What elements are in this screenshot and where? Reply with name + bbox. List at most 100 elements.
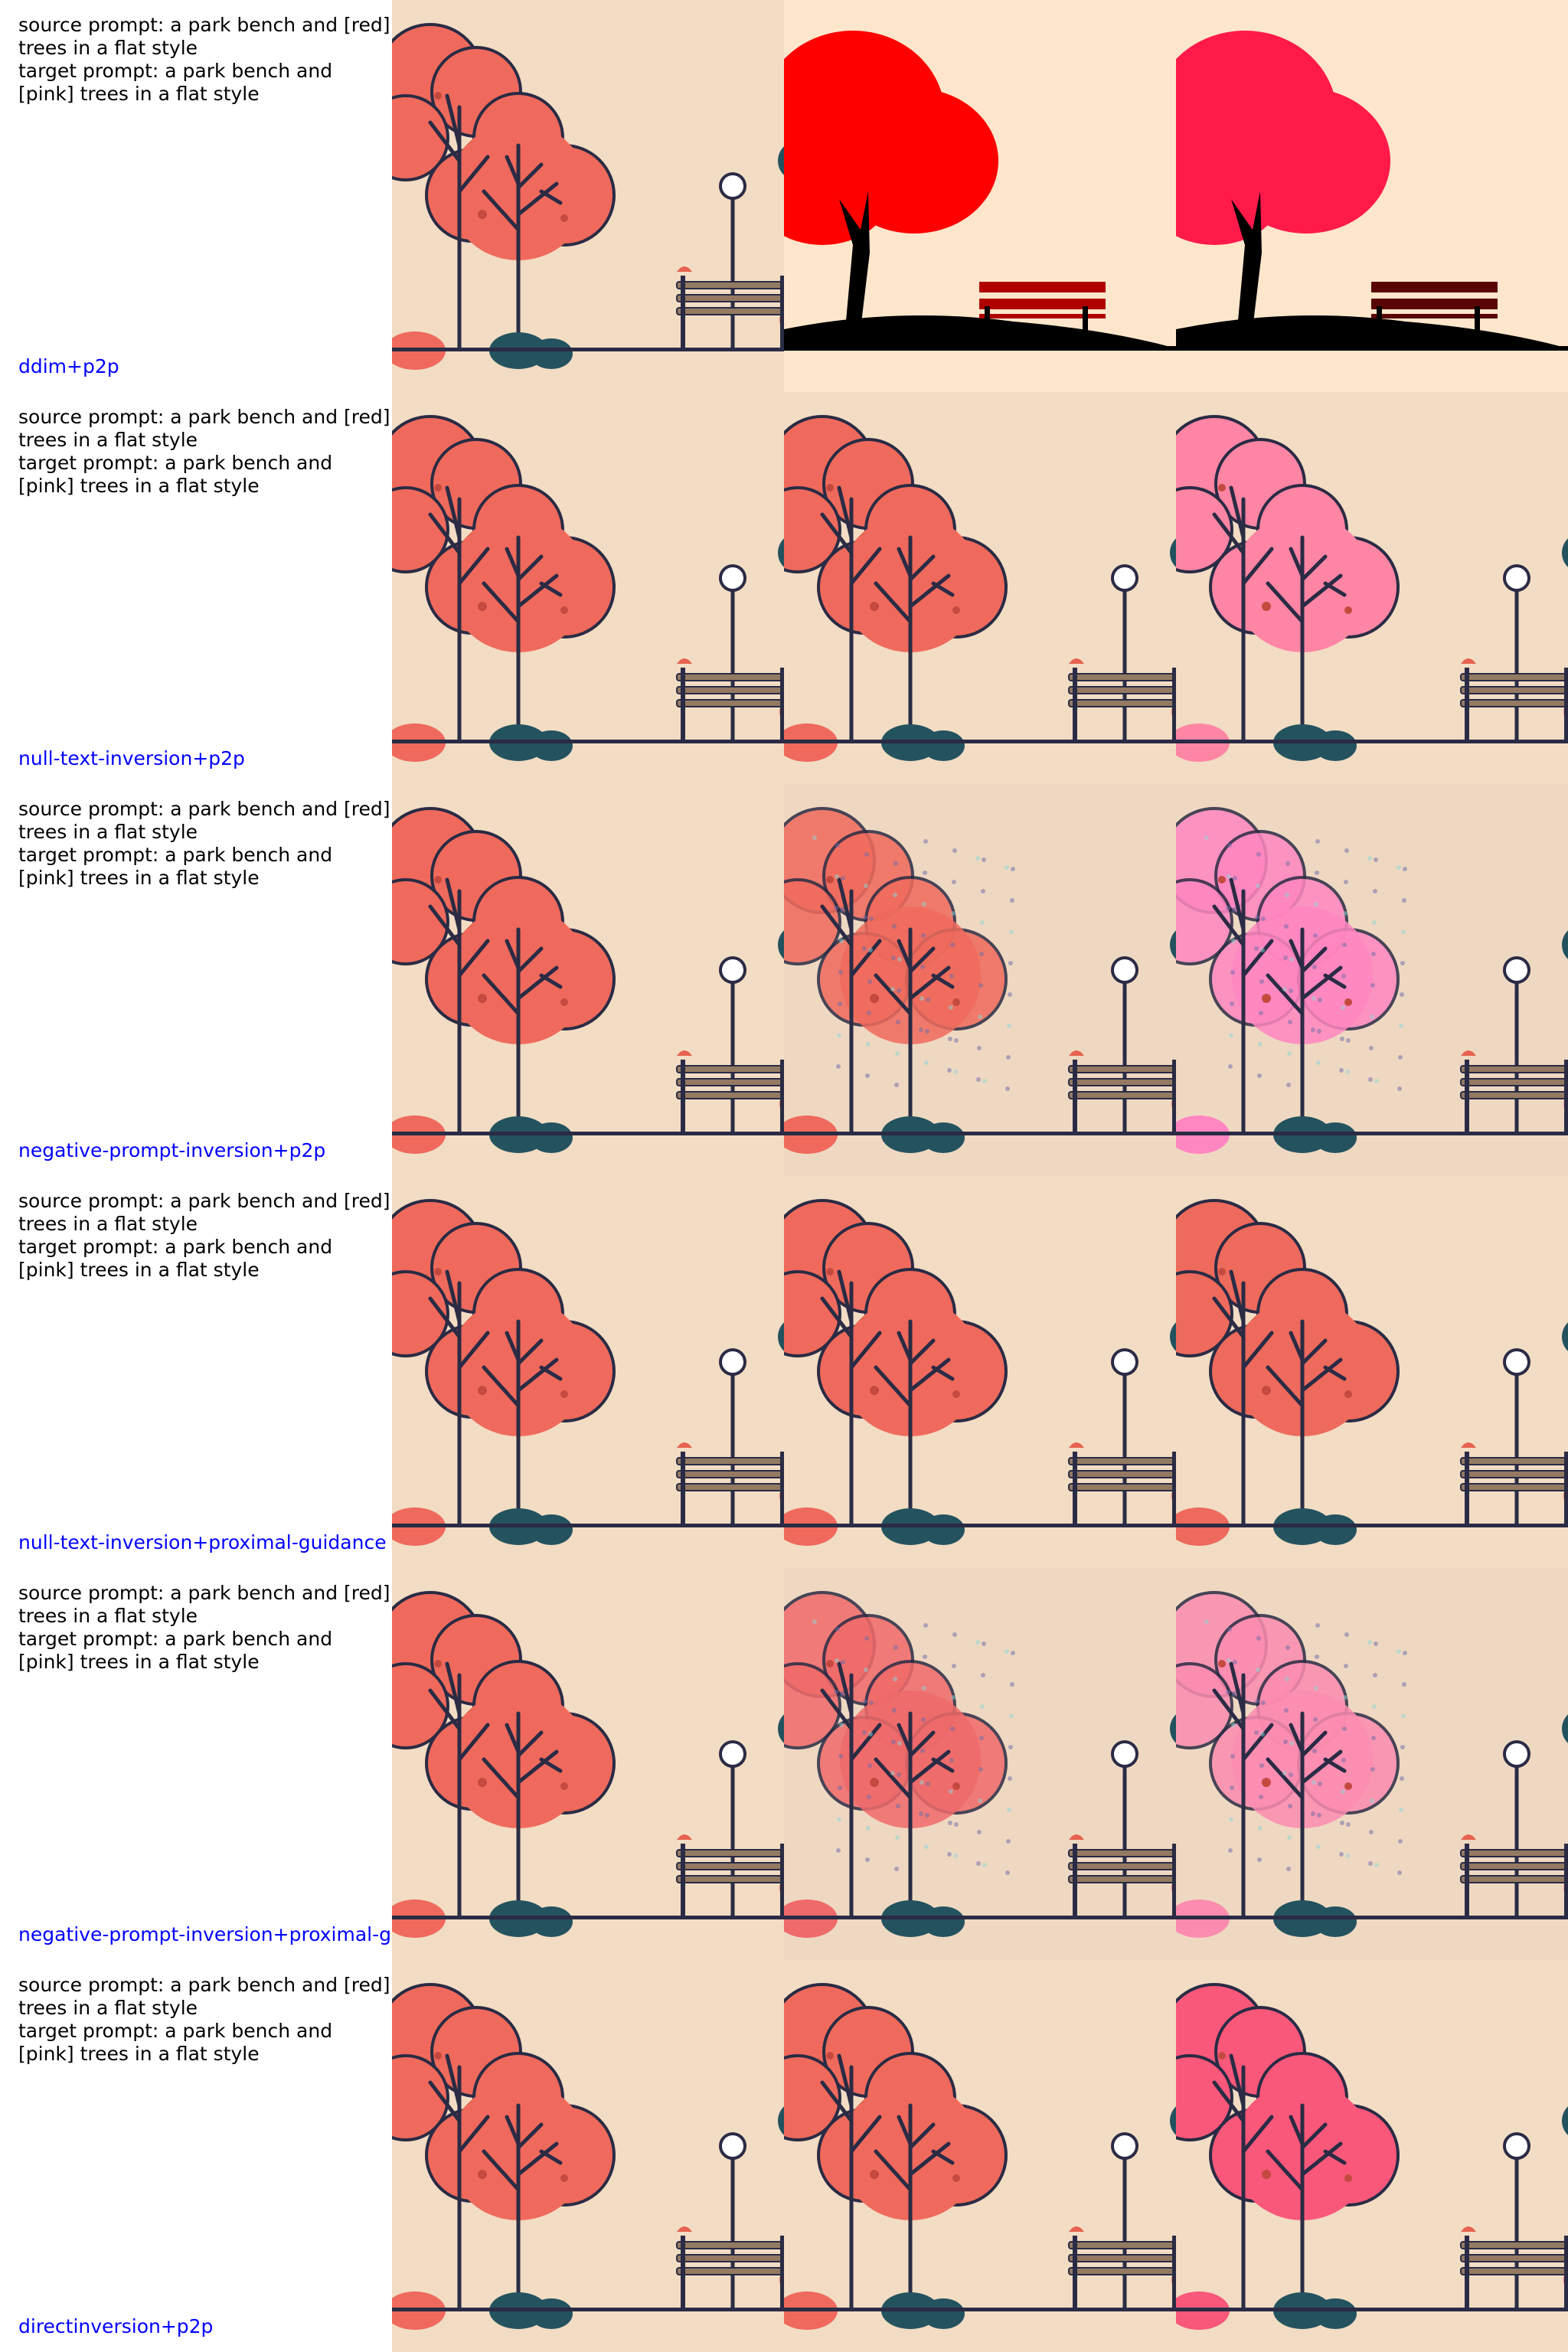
trees: [784, 807, 1015, 1135]
edited-image: [1176, 0, 1568, 392]
ground-line: [392, 1524, 784, 1527]
ground-line: [392, 740, 784, 743]
reconstruction-image: [784, 784, 1176, 1176]
method-label: directinversion+p2p: [18, 2315, 214, 2337]
tree-branches: [820, 485, 955, 743]
lamp-post: [719, 2132, 746, 2311]
prompt-text: source prompt: a park bench and [red] tr…: [18, 14, 390, 105]
edge-bush: [778, 538, 784, 567]
tree: [784, 31, 998, 329]
trees: [1176, 1199, 1400, 1527]
prompt-text: source prompt: a park bench and [red] tr…: [18, 1974, 390, 2065]
trees: [1176, 415, 1400, 743]
lamp-post: [1111, 564, 1138, 743]
park-bench: [1068, 2226, 1176, 2311]
result-row: source prompt: a park bench and [red] tr…: [0, 1960, 1568, 2352]
trees: [1176, 1983, 1400, 2311]
edge-bush: [1562, 2106, 1568, 2135]
source-image: [392, 1176, 784, 1568]
park-bench: [979, 282, 1106, 348]
lamp-post: [1503, 1740, 1530, 1919]
lamp-post: [1111, 1348, 1138, 1527]
source-image: [392, 784, 784, 1176]
edge-bush: [778, 146, 784, 175]
ground-line: [392, 348, 784, 351]
source-image: [392, 0, 784, 392]
lamp-post: [1111, 956, 1138, 1135]
ground-line: [1176, 1132, 1568, 1135]
ground-mound: [1176, 315, 1568, 348]
edge-bush: [1562, 1322, 1568, 1351]
park-bench: [1460, 658, 1568, 743]
bushes: [784, 1116, 965, 1154]
edge-bush: [778, 2106, 784, 2135]
result-row: source prompt: a park bench and [red] tr…: [0, 1176, 1568, 1568]
source-image: [392, 1568, 784, 1960]
tree-branches: [428, 93, 563, 351]
trees: [392, 1983, 616, 2311]
reconstruction-image: [784, 0, 1176, 392]
tree-branches: [428, 877, 563, 1135]
edge-bush: [1170, 1714, 1176, 1743]
bushes: [392, 332, 573, 370]
prompt-text: source prompt: a park bench and [red] tr…: [18, 1582, 390, 1673]
tree: [1176, 31, 1390, 329]
park-bench: [1068, 1442, 1176, 1527]
ground-line: [784, 2308, 1176, 2311]
ground-line: [784, 1524, 1176, 1527]
park-bench: [676, 658, 784, 743]
trees: [784, 415, 1008, 743]
trees: [392, 1591, 616, 1919]
ground-line: [1176, 346, 1568, 351]
edge-bush: [1170, 538, 1176, 567]
prompt-text: source prompt: a park bench and [red] tr…: [18, 798, 390, 889]
method-label: ddim+p2p: [18, 355, 119, 377]
tree-branches: [820, 1269, 955, 1527]
result-row: source prompt: a park bench and [red] tr…: [0, 392, 1568, 784]
ground-line: [392, 1916, 784, 1919]
lamp-post: [719, 172, 746, 351]
trees: [784, 1983, 1008, 2311]
ground-line: [784, 1916, 1176, 1919]
edge-bush: [1170, 2106, 1176, 2135]
trees: [784, 1591, 1015, 1919]
park-bench: [1371, 282, 1498, 348]
method-label: negative-prompt-inversion+p2p: [18, 1139, 326, 1161]
tree-branches: [1212, 1269, 1347, 1527]
lamp-post: [1111, 1740, 1138, 1919]
tree-branches: [428, 485, 563, 743]
source-image: [392, 1960, 784, 2352]
reconstruction-image: [784, 1568, 1176, 1960]
tree-branches: [1212, 1661, 1347, 1919]
source-image: [392, 392, 784, 784]
park-bench: [676, 2226, 784, 2311]
edge-bush: [1562, 1714, 1568, 1743]
lamp-post: [1111, 2132, 1138, 2311]
tree-branches: [428, 1661, 563, 1919]
edge-bush: [1170, 930, 1176, 959]
lamp-post: [1503, 2132, 1530, 2311]
trees: [392, 807, 616, 1135]
park-bench: [1460, 1834, 1568, 1919]
result-row: source prompt: a park bench and [red] tr…: [0, 0, 1568, 392]
prompt-text: source prompt: a park bench and [red] tr…: [18, 1190, 390, 1281]
tree-branches: [1212, 485, 1347, 743]
ground-mound: [784, 315, 1176, 348]
tree-branches: [428, 1269, 563, 1527]
edge-bush: [778, 1714, 784, 1743]
trees: [1176, 1591, 1407, 1919]
lamp-post: [1503, 564, 1530, 743]
park-bench: [1460, 1050, 1568, 1135]
tree-branches: [820, 877, 955, 1135]
method-label: null-text-inversion+proximal-guidance: [18, 1531, 387, 1553]
edited-image: [1176, 1568, 1568, 1960]
edge-bush: [778, 1322, 784, 1351]
ground-line: [392, 1132, 784, 1135]
edited-image: [1176, 392, 1568, 784]
park-bench: [676, 1834, 784, 1919]
park-bench: [1068, 658, 1176, 743]
lamp-post: [1503, 1348, 1530, 1527]
edited-image: [1176, 1176, 1568, 1568]
ground-line: [784, 740, 1176, 743]
ground-line: [784, 1132, 1176, 1135]
